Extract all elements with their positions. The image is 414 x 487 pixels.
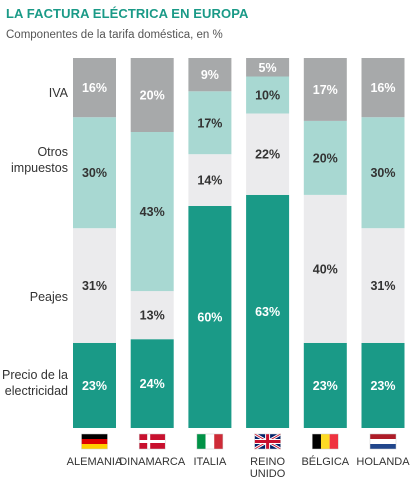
bar-segment (303, 120, 347, 195)
data-label: 20% (313, 151, 338, 165)
data-label: 60% (197, 311, 222, 325)
data-label: 63% (255, 305, 280, 319)
bar-segment (188, 91, 232, 155)
bar-segment (361, 58, 405, 118)
data-label: 23% (313, 379, 338, 393)
data-label: 43% (140, 205, 165, 219)
data-label: 23% (370, 379, 395, 393)
data-label: 23% (82, 379, 107, 393)
denmark-flag-icon (138, 433, 166, 450)
data-label: 9% (201, 68, 219, 82)
data-label: 31% (370, 279, 395, 293)
bar-segment (73, 228, 116, 343)
chart-title: LA FACTURA ELÉCTRICA EN EUROPA (6, 6, 249, 21)
italy-flag-icon (196, 433, 224, 450)
bar-segment (246, 194, 290, 428)
bar-segment (246, 58, 290, 77)
data-label: 30% (370, 166, 395, 180)
data-label: 22% (255, 148, 280, 162)
category-label: ITALIA (193, 456, 226, 468)
series-label: Peajes (30, 290, 68, 304)
bar-segment (361, 117, 405, 229)
data-label: 17% (313, 83, 338, 97)
bar-segment (188, 206, 232, 428)
data-label: 17% (197, 116, 222, 130)
data-label: 40% (313, 262, 338, 276)
series-label: Precio de la (2, 368, 68, 382)
bar-segment (188, 154, 232, 206)
belgium-flag-icon (312, 433, 339, 450)
data-label: 14% (197, 174, 222, 188)
bar-segment (188, 58, 232, 92)
bar-segment (361, 228, 405, 343)
bar-segment (246, 113, 290, 195)
data-label: 13% (140, 309, 165, 323)
series-label: IVA (49, 86, 69, 100)
category-label: UNIDO (250, 468, 286, 480)
category-label: HOLANDA (356, 456, 410, 468)
bar-segment (303, 194, 347, 343)
data-label: 5% (259, 61, 277, 75)
bar-segment (130, 132, 174, 292)
netherlands-flag-icon (369, 433, 397, 450)
bar-segment (303, 342, 347, 428)
germany-flag-icon (81, 433, 108, 450)
category-label: BÉLGICA (301, 455, 349, 468)
series-label: electricidad (5, 384, 68, 398)
bar-segment (130, 291, 174, 340)
series-label: Otros (37, 145, 68, 159)
data-label: 16% (370, 81, 395, 95)
data-label: 20% (140, 89, 165, 103)
data-label: 31% (82, 279, 107, 293)
data-label: 24% (140, 377, 165, 391)
bar-segment (303, 58, 347, 121)
bar-segment (73, 117, 116, 229)
bar-segment (73, 58, 116, 118)
data-label: 16% (82, 81, 107, 95)
series-label: impuestos (11, 161, 68, 175)
data-label: 30% (82, 166, 107, 180)
bar-segment (246, 76, 290, 114)
category-label: REINO (250, 456, 285, 468)
bar-segment (73, 342, 116, 428)
uk-flag-icon (253, 432, 282, 451)
bar-segment (361, 342, 405, 428)
bar-segment (130, 339, 174, 428)
category-label: ALEMANIA (67, 456, 123, 468)
category-label: DINAMARCA (119, 456, 186, 468)
chart-subtitle: Componentes de la tarifa doméstica, en % (6, 29, 223, 41)
data-label: 10% (255, 89, 280, 103)
bar-segment (130, 58, 174, 132)
